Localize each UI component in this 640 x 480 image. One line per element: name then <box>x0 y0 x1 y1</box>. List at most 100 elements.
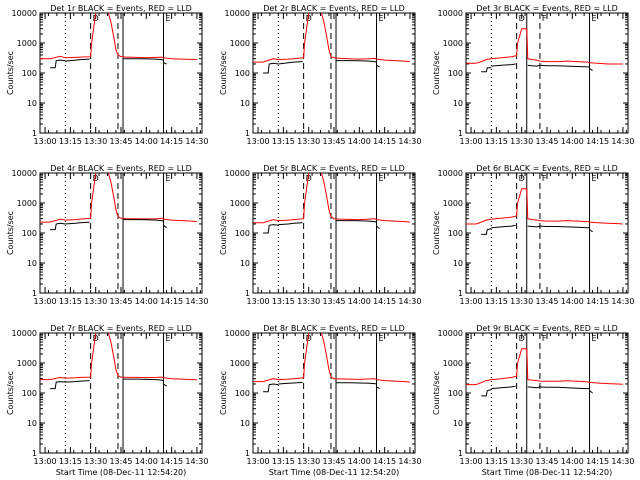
panel-title: Det 5r BLACK = Events, RED = LLD <box>263 164 405 173</box>
x-tick-label: 13:30 <box>297 297 320 306</box>
x-tick-label: 14:30 <box>611 137 634 146</box>
y-tick-label: 1 <box>458 449 463 458</box>
events-series-line <box>491 63 516 67</box>
x-tick-label: 13:15 <box>59 297 82 306</box>
y-tick-label: 10000 <box>438 9 463 18</box>
plot-frame <box>465 172 629 294</box>
x-tick-label: 14:15 <box>373 297 396 306</box>
x-tick-label: 14:00 <box>135 457 158 466</box>
marker-label-d: D <box>93 334 99 343</box>
lld-series-line <box>253 333 410 383</box>
y-tick-label: 10 <box>240 419 250 428</box>
events-series-line <box>263 62 279 74</box>
events-series-line <box>376 64 380 68</box>
x-tick-label: 13:00 <box>247 297 270 306</box>
marker-label-d: D <box>306 14 312 23</box>
x-tick-label: 13:00 <box>34 137 57 146</box>
y-tick-label: 10000 <box>225 169 250 178</box>
marker-label-d: D <box>306 174 312 183</box>
x-tick-label: 14:00 <box>348 297 371 306</box>
plot-frame <box>39 12 203 134</box>
events-series-line <box>50 222 66 231</box>
x-tick-label: 13:45 <box>109 137 132 146</box>
events-series-line <box>50 59 66 69</box>
y-tick-label: 100 <box>448 69 463 78</box>
lld-series-line <box>253 13 410 63</box>
marker-label-e: E <box>592 334 597 343</box>
plot-frame <box>39 332 203 454</box>
lld-series-line <box>466 188 623 225</box>
x-tick-label: 13:30 <box>510 137 533 146</box>
events-series-line <box>376 386 380 390</box>
events-series-line <box>163 383 167 387</box>
plot-frame <box>252 172 416 294</box>
events-series-line <box>263 224 279 234</box>
y-tick-label: 1000 <box>17 39 37 48</box>
x-tick-label: 14:00 <box>348 137 371 146</box>
x-tick-label: 14:15 <box>160 457 183 466</box>
panel-title: Det 2r BLACK = Events, RED = LLD <box>263 4 405 13</box>
marker-label-e: E <box>592 14 597 23</box>
x-tick-label: 13:45 <box>535 457 558 466</box>
y-tick-label: 100 <box>235 229 250 238</box>
marker-label-d: D <box>519 14 525 23</box>
y-tick-label: 10 <box>27 259 37 268</box>
y-tick-label: 100 <box>235 389 250 398</box>
y-tick-label: 1 <box>245 289 250 298</box>
panel-title: Det 6r BLACK = Events, RED = LLD <box>476 164 618 173</box>
x-tick-label: 13:00 <box>460 457 483 466</box>
events-series-line <box>481 67 492 73</box>
plot-frame <box>465 332 629 454</box>
x-tick-label: 13:45 <box>109 457 132 466</box>
panel-det-2r: Det 2r BLACK = Events, RED = LLD 1 10 100 10… <box>219 4 421 146</box>
x-tick-label: 14:30 <box>185 137 208 146</box>
x-tick-label: 14:30 <box>398 297 421 306</box>
series-group <box>466 188 623 235</box>
events-series-line <box>278 61 303 65</box>
y-axis-label: Counts/sec <box>432 211 441 255</box>
x-tick-label: 13:15 <box>485 457 508 466</box>
x-tick-label: 13:00 <box>34 297 57 306</box>
marker-label-e: E <box>166 174 171 183</box>
x-tick-label: 13:15 <box>485 137 508 146</box>
x-tick-label: 14:15 <box>586 457 609 466</box>
x-tick-label: 14:15 <box>373 137 396 146</box>
y-tick-label: 100 <box>22 229 37 238</box>
events-series-line <box>163 224 167 229</box>
panel-det-9r: Det 9r BLACK = Events, RED = LLD 1 10 100 10… <box>432 324 634 477</box>
events-series-line <box>65 380 90 383</box>
x-tick-label: 13:45 <box>322 457 345 466</box>
x-tick-label: 14:00 <box>135 297 158 306</box>
series-group <box>253 173 410 234</box>
x-tick-label: 13:45 <box>322 137 345 146</box>
y-tick-label: 10 <box>27 419 37 428</box>
y-tick-label: 10 <box>27 99 37 108</box>
events-series-line <box>481 228 492 235</box>
x-tick-label: 13:15 <box>272 457 295 466</box>
events-series-line <box>336 382 377 385</box>
y-tick-label: 100 <box>235 69 250 78</box>
y-tick-label: 1000 <box>230 359 250 368</box>
marker-label-d: D <box>93 174 99 183</box>
events-series-line <box>123 58 164 61</box>
y-tick-label: 10 <box>240 259 250 268</box>
panel-title: Det 3r BLACK = Events, RED = LLD <box>476 4 618 13</box>
x-tick-label: 13:00 <box>460 297 483 306</box>
x-tick-label: 13:00 <box>247 457 270 466</box>
y-axis-label: Counts/sec <box>432 51 441 95</box>
events-series-line <box>491 385 516 390</box>
panel-title: Det 7r BLACK = Events, RED = LLD <box>50 324 192 333</box>
y-tick-label: 1000 <box>443 39 463 48</box>
series-group <box>40 13 197 69</box>
x-axis-label: Start Time (08-Dec-11 12:54:20) <box>269 468 400 477</box>
events-series-line <box>65 58 90 62</box>
x-tick-label: 14:15 <box>373 457 396 466</box>
y-tick-label: 1 <box>245 129 250 138</box>
y-tick-label: 100 <box>22 389 37 398</box>
events-series-line <box>527 225 590 229</box>
events-series-line <box>65 221 90 225</box>
panel-title: Det 4r BLACK = Events, RED = LLD <box>50 164 192 173</box>
lld-series-line <box>40 173 197 223</box>
marker-label-e: E <box>379 174 384 183</box>
